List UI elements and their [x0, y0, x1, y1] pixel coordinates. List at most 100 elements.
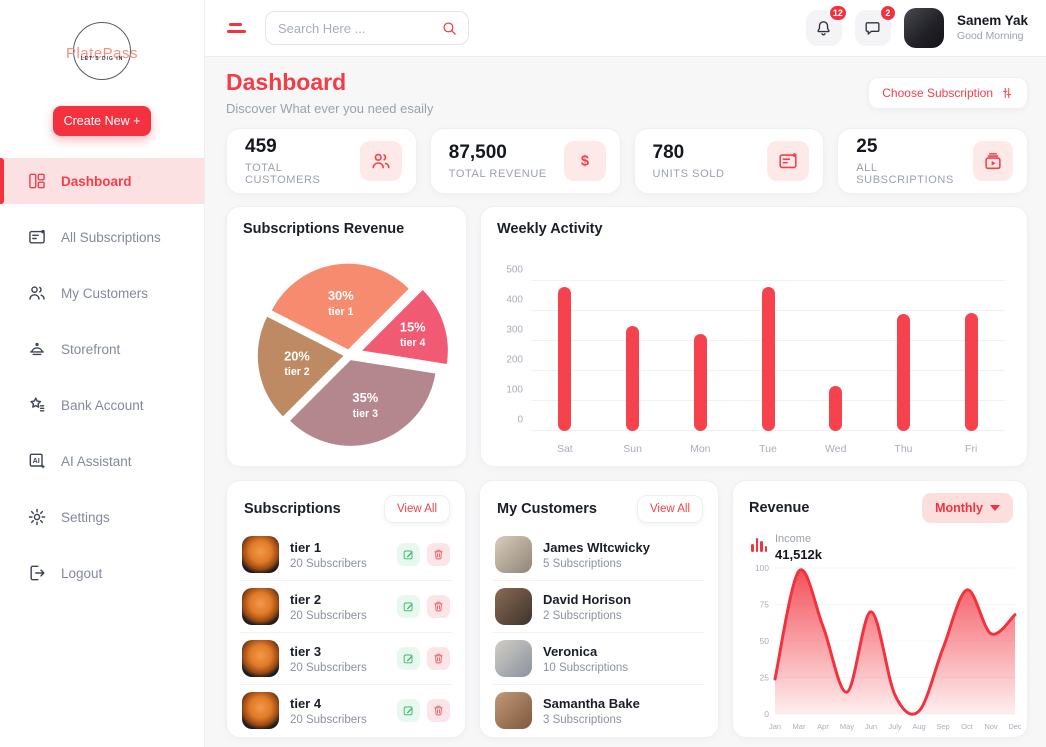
edit-icon — [403, 550, 413, 560]
area-line — [773, 568, 1017, 716]
subscriptions-revenue-pie-chart[interactable]: 30% tier 1 15% tier 4 35% tier 3 20% tier 2 — [243, 241, 455, 465]
sidebar: PlatePass LET'S DIG IN Create New + Dash… — [0, 0, 205, 747]
delete-button[interactable] — [427, 543, 450, 566]
customer-subscriptions: 5 Subscriptions — [543, 557, 622, 570]
bar-column-fri[interactable] — [937, 281, 1005, 431]
stat-icon-wrap: $ — [563, 141, 606, 181]
sidebar-item-my-customers[interactable]: My Customers — [0, 270, 204, 316]
x-tick-label: Mon — [690, 443, 711, 455]
sidebar-item-all-subscriptions[interactable]: All Subscriptions — [0, 214, 204, 260]
pie-slice-tier-3[interactable] — [290, 360, 436, 446]
customer-subscriptions: 3 Subscriptions — [543, 713, 622, 726]
menu-toggle-icon[interactable] — [227, 20, 249, 36]
food-image — [242, 640, 279, 677]
y-tick-label: 100 — [506, 384, 523, 396]
subscription-box-icon — [985, 153, 1001, 170]
user-avatar[interactable] — [903, 8, 944, 48]
weekly-activity-bar-chart[interactable]: 0 100 200 300 400 500 — [506, 265, 1005, 431]
edit-icon — [403, 602, 413, 612]
subscription-row-tier-4: tier 4 20 Subscribers — [240, 685, 452, 736]
customer-subscriptions: 2 Subscriptions — [543, 609, 622, 622]
stat-label: TOTAL CUSTOMERS — [245, 162, 321, 186]
sidebar-nav: Dashboard All Subscriptions My Customers St… — [0, 158, 204, 596]
dollar-icon: $ — [580, 154, 588, 170]
choose-subscription-button[interactable]: Choose Subscription — [868, 77, 1028, 109]
subscription-name: tier 2 — [290, 591, 322, 607]
revenue-area-chart[interactable]: 0 25 50 75 100 Jan Mar Apr May Jun July Aug Sep Oct No… — [749, 562, 1021, 734]
bar-column-sun[interactable] — [599, 281, 667, 431]
sidebar-item-ai-assistant[interactable]: AI AI Assistant — [0, 438, 204, 484]
y-tick-label: 200 — [506, 354, 523, 366]
delete-button[interactable] — [427, 647, 450, 670]
subscription-name: tier 1 — [290, 539, 322, 555]
notifications-button[interactable]: 12 — [805, 5, 847, 46]
food-image — [242, 588, 279, 625]
topbar: 12 2 Sanem Yak Good Morning — [205, 0, 1046, 57]
subscription-subscribers: 20 Subscribers — [290, 609, 367, 622]
x-tick-label: Fri — [965, 443, 978, 455]
sidebar-item-label: My Customers — [61, 285, 149, 301]
customer-name: Samantha Bake — [543, 695, 640, 711]
customers-view-all-button[interactable]: View All — [636, 495, 703, 523]
bar-column-thu[interactable] — [870, 281, 938, 431]
sidebar-item-logout[interactable]: Logout — [0, 550, 204, 596]
revenue-period-select[interactable]: Monthly — [922, 493, 1013, 523]
delete-button[interactable] — [427, 595, 450, 618]
edit-button[interactable] — [397, 647, 420, 670]
messages-button[interactable]: 2 — [854, 5, 896, 46]
delete-button[interactable] — [427, 699, 450, 722]
sidebar-item-label: Dashboard — [61, 173, 132, 189]
pie-slice-label: tier 3 — [353, 408, 378, 420]
list-icon — [29, 229, 45, 244]
customer-avatar — [495, 536, 532, 573]
bar-column-tue[interactable] — [734, 281, 802, 431]
sidebar-item-settings[interactable]: Settings — [0, 494, 204, 540]
sidebar-item-storefront[interactable]: Storefront — [0, 326, 204, 372]
pie-slice-tier-2[interactable] — [257, 316, 344, 417]
bar-column-mon[interactable] — [666, 281, 734, 431]
stat-value: 25 — [856, 136, 878, 157]
y-tick-label: 300 — [506, 324, 523, 336]
revenue-period-label: Monthly — [935, 501, 983, 515]
create-new-button[interactable]: Create New + — [53, 106, 151, 136]
stat-value: 87,500 — [448, 142, 507, 163]
star-lines-icon — [30, 397, 45, 412]
food-image — [242, 536, 279, 573]
edit-button[interactable] — [397, 543, 420, 566]
bar-column-wed[interactable] — [802, 281, 870, 431]
notifications-badge: 12 — [828, 5, 847, 21]
gear-icon — [28, 508, 46, 526]
bar — [558, 287, 572, 431]
trash-icon — [434, 601, 443, 612]
sidebar-item-bank-account[interactable]: Bank Account — [0, 382, 204, 428]
customers-list: James WItcwicky 5 Subscriptions David Ho… — [493, 529, 705, 736]
gridline — [531, 280, 1005, 281]
customer-subscriptions: 10 Subscriptions — [543, 661, 629, 674]
pie-slice-percent: 20% — [284, 348, 310, 363]
choose-subscription-label: Choose Subscription — [882, 86, 993, 100]
trash-icon — [434, 653, 443, 664]
edit-button[interactable] — [397, 699, 420, 722]
edit-button[interactable] — [397, 595, 420, 618]
x-tick-label: Sat — [556, 443, 573, 455]
bell-icon — [817, 20, 831, 35]
sidebar-item-label: Storefront — [61, 341, 121, 357]
customers-card-title: My Customers — [497, 501, 597, 517]
edit-icon — [403, 706, 413, 716]
pie-slice-tier-1[interactable] — [271, 263, 409, 350]
pie-slice-tier-4[interactable] — [362, 289, 448, 364]
sidebar-item-label: AI Assistant — [61, 453, 132, 469]
x-tick-label: May — [840, 722, 854, 731]
subscriptions-view-all-button[interactable]: View All — [383, 495, 450, 523]
logout-icon — [30, 565, 45, 581]
search-icon — [443, 21, 456, 35]
sidebar-item-dashboard[interactable]: Dashboard — [0, 158, 204, 204]
y-tick-label: 25 — [760, 673, 770, 683]
search-icon-slot[interactable] — [441, 20, 458, 37]
bar — [693, 333, 707, 431]
search-input[interactable] — [278, 20, 433, 36]
bar-column-sat[interactable] — [531, 281, 599, 431]
x-tick-label: Nov — [984, 722, 998, 731]
chevron-down-icon — [990, 505, 1000, 511]
y-tick-label: 100 — [755, 563, 769, 573]
